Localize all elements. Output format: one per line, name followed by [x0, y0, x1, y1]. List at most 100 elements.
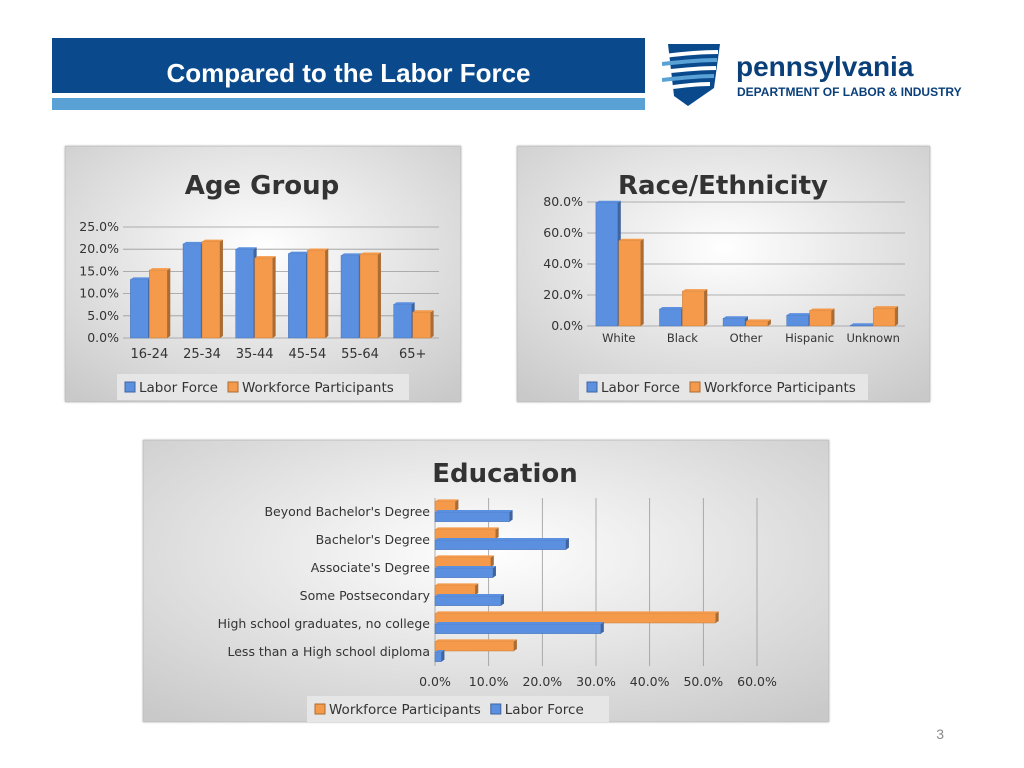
y-tick-label: 5.0%	[87, 308, 119, 323]
page-number: 3	[936, 726, 944, 742]
bar-3-1	[809, 308, 835, 327]
bar-3-0	[786, 313, 812, 327]
bar-5-0	[393, 302, 415, 339]
bar-3-1-face	[809, 310, 832, 327]
bar-2-0-top	[723, 316, 748, 319]
y-tick-label: 25.0%	[79, 219, 119, 234]
legend-swatch-0	[314, 703, 326, 715]
bar-4-0-top	[435, 611, 719, 614]
bar-0-1-top	[149, 268, 171, 271]
bar-1-1-face	[201, 241, 221, 339]
bar-5-1-face	[434, 651, 442, 662]
bar-2-1-face	[254, 257, 273, 339]
bar-4-0	[340, 253, 362, 339]
bar-3-1-face	[434, 595, 502, 606]
bar-2-0-top	[435, 555, 494, 558]
bar-5-0-top	[393, 302, 415, 305]
bar-2-1-top	[254, 256, 276, 259]
bar-4-1-face	[434, 623, 602, 634]
bar-5-1-side	[430, 310, 434, 338]
x-tick-label: 45-54	[288, 347, 326, 362]
bar-1-0-side	[495, 527, 499, 539]
bar-5-1-face	[412, 311, 431, 339]
logo-line1: pennsylvania	[736, 51, 914, 82]
bar-0-1-face	[618, 240, 641, 327]
bar-5-1-side	[441, 650, 445, 662]
title-stripe	[52, 98, 645, 110]
bar-3-1-side	[831, 308, 835, 326]
legend-swatch-1	[227, 381, 239, 393]
bar-2-0-face	[235, 248, 254, 339]
bar-4-1-face	[872, 307, 896, 327]
x-tick-label: 50.0%	[683, 674, 723, 689]
bar-0-0-face	[595, 202, 619, 327]
legend-swatch-1	[490, 703, 502, 715]
bar-1-1-top	[435, 538, 569, 540]
bar-2-1-top	[435, 566, 496, 568]
legend-label-0: Labor Force	[601, 380, 680, 396]
bar-1-1	[434, 538, 569, 550]
legend-label-1: Workforce Participants	[704, 380, 856, 396]
bar-4-0	[434, 611, 719, 624]
bar-4-0	[850, 323, 876, 327]
bar-4-0-face	[434, 613, 716, 624]
legend-box	[307, 696, 609, 722]
bar-3-1-side	[325, 248, 329, 338]
bar-2-0	[722, 316, 748, 327]
bar-5-0-face	[434, 641, 515, 652]
bar-1-0-top	[183, 241, 204, 244]
bar-0-0	[434, 499, 459, 512]
education-chart-svg: Education 0.0% 10.0% 20.0% 30.0% 40.0% 50.0% 60…	[143, 440, 829, 722]
bar-0-0-side	[455, 499, 459, 511]
bar-2-1	[745, 319, 771, 327]
bar-2-1	[434, 566, 496, 578]
race-ethnicity-chart: Race/Ethnicity 0.0% 20.0% 40.0% 60.0% 80.0% Wh…	[517, 146, 930, 402]
bar-3-1-top	[435, 594, 505, 596]
logo-line2: DEPARTMENT OF LABOR & INDUSTRY	[737, 85, 962, 99]
chart-title: Race/Ethnicity	[618, 171, 828, 201]
x-tick-label: Black	[667, 331, 698, 345]
bar-3-1-face	[307, 250, 326, 339]
race-ethnicity-chart-svg: Race/Ethnicity 0.0% 20.0% 40.0% 60.0% 80.0% Wh…	[517, 146, 930, 402]
bar-1-1-face	[434, 539, 567, 550]
bar-3-0-face	[288, 253, 307, 339]
bar-4-0-face	[850, 324, 873, 327]
bar-3-0-face	[786, 314, 809, 327]
y-tick-label: Some Postsecondary	[300, 588, 431, 603]
bar-2-0-face	[434, 557, 492, 568]
bar-2-1-side	[272, 256, 276, 338]
age-group-chart-svg: Age Group 0.0% 5.0% 10.0% 15.0% 20.0% 25.0% 16-…	[65, 146, 461, 402]
bar-3-1-top	[809, 308, 835, 311]
keystone-logo-icon: pennsylvania DEPARTMENT OF LABOR & INDUS…	[661, 44, 962, 106]
bar-1-1-side	[704, 289, 708, 326]
y-tick-label: 10.0%	[79, 286, 119, 301]
bar-1-0-top	[659, 306, 685, 309]
bar-0-0-top	[435, 499, 459, 502]
x-tick-label: 40.0%	[630, 674, 670, 689]
bar-3-1-top	[307, 248, 329, 251]
x-tick-label: 65+	[399, 347, 426, 362]
x-tick-label: 20.0%	[522, 674, 562, 689]
bar-4-1-side	[377, 252, 381, 338]
y-tick-label: Beyond Bachelor's Degree	[264, 504, 430, 519]
bar-3-0-top	[288, 251, 310, 254]
bar-4-1-top	[360, 252, 381, 255]
bar-0-1-top	[435, 510, 513, 512]
y-tick-label: 40.0%	[543, 256, 583, 271]
chart-background	[517, 146, 930, 402]
bar-1-0	[182, 241, 204, 339]
x-tick-label: 25-34	[183, 347, 221, 362]
legend-label-0: Labor Force	[139, 380, 218, 396]
bar-0-1	[149, 268, 171, 339]
bar-0-1-side	[640, 238, 644, 326]
bar-0-1-side	[509, 510, 513, 522]
bar-5-1	[434, 650, 445, 662]
bar-2-0	[235, 247, 257, 339]
bar-2-0-top	[235, 247, 257, 250]
legend-box	[117, 374, 409, 400]
title-bar: Compared to the Labor Force	[52, 38, 645, 93]
bar-4-1	[872, 306, 899, 327]
legend-swatch-0	[124, 381, 136, 393]
bar-0-1-side	[167, 268, 171, 338]
bar-5-1	[412, 310, 434, 339]
